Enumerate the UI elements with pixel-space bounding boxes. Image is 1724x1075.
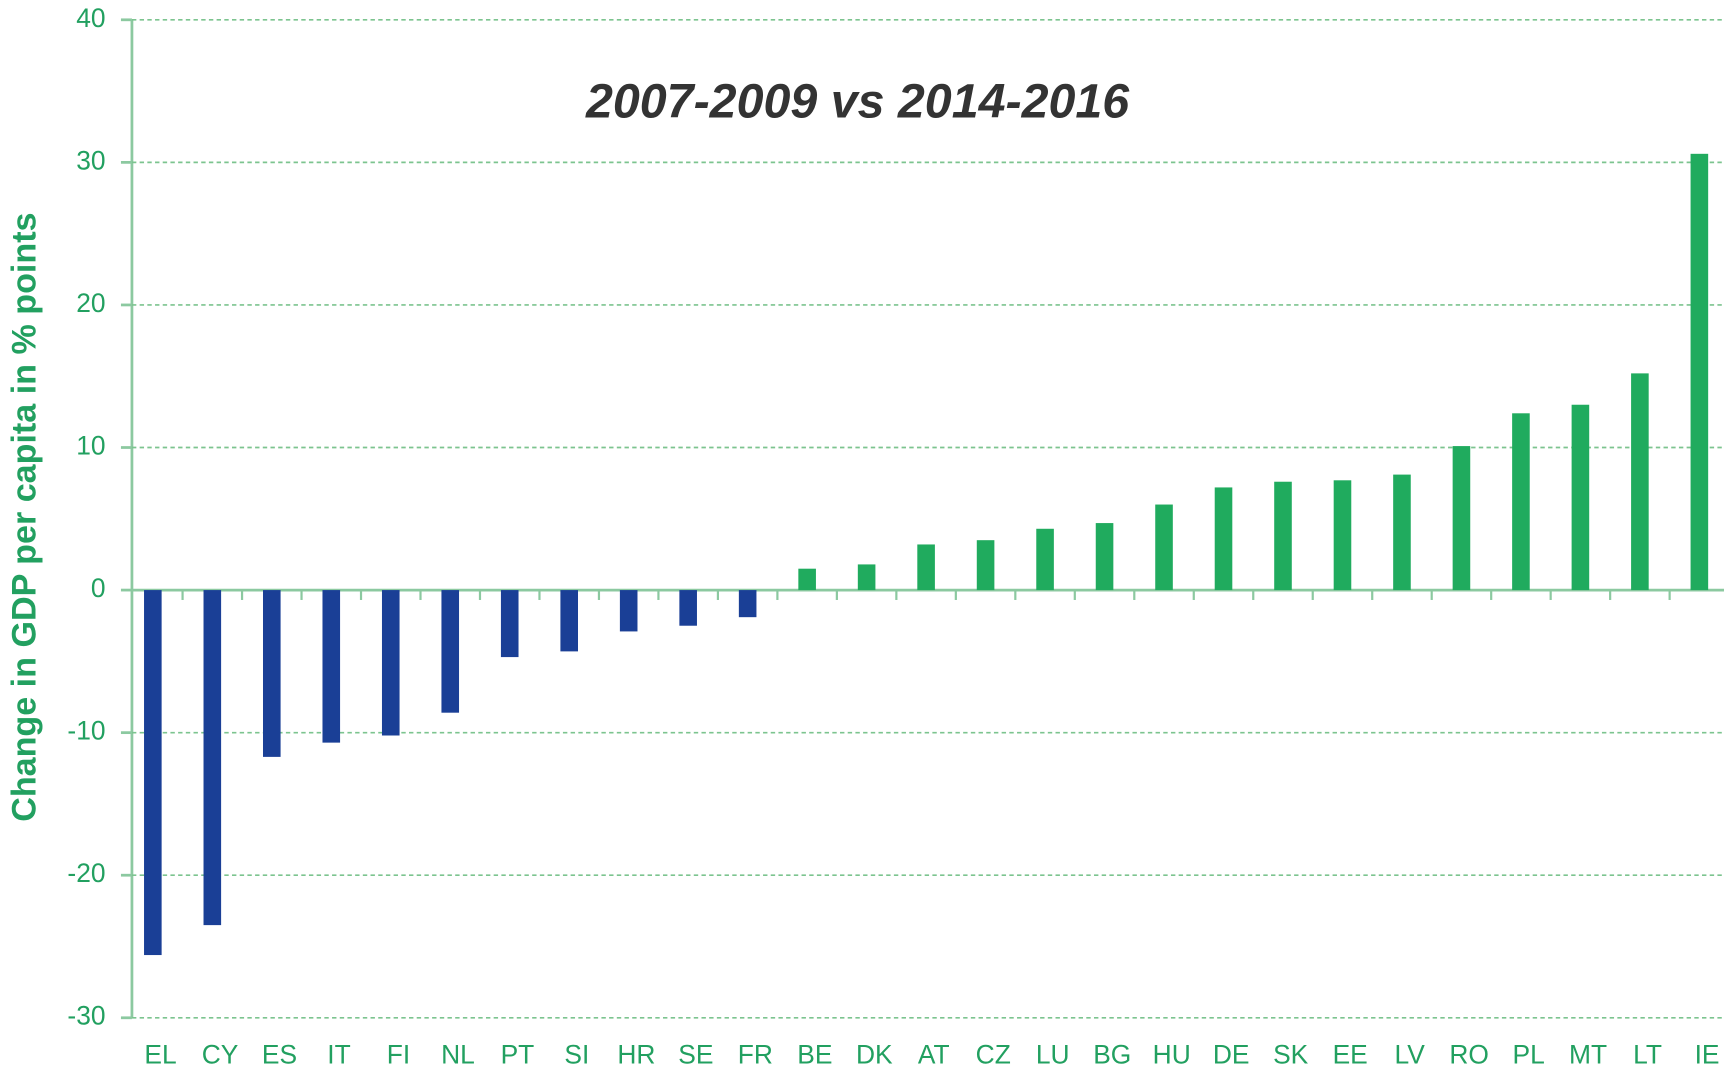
bar xyxy=(798,568,816,591)
x-tick-label: LT xyxy=(1633,1039,1662,1069)
x-tick-label: PT xyxy=(501,1039,535,1069)
y-tick-label: -10 xyxy=(67,716,105,746)
bar xyxy=(322,590,341,743)
bar xyxy=(1631,373,1649,591)
bar xyxy=(1036,528,1054,591)
bar xyxy=(917,544,935,591)
bar xyxy=(1095,523,1114,591)
x-tick-label: NL xyxy=(441,1039,475,1069)
y-tick-label: 30 xyxy=(76,145,105,175)
x-tick-label: LU xyxy=(1036,1039,1070,1069)
bar xyxy=(738,590,757,618)
y-axis-label: Change in GDP per capita in % points xyxy=(5,212,43,821)
x-tick-label: EL xyxy=(144,1039,176,1069)
bar xyxy=(976,540,995,591)
x-tick-label: BG xyxy=(1093,1039,1131,1069)
bar xyxy=(1571,404,1590,591)
x-tick-label: SI xyxy=(564,1039,589,1069)
x-tick-label: CZ xyxy=(976,1039,1011,1069)
x-tick-label: MT xyxy=(1569,1039,1607,1069)
x-tick-label: LV xyxy=(1395,1039,1426,1069)
x-tick-label: IT xyxy=(327,1039,350,1069)
y-tick-label: 0 xyxy=(91,573,106,603)
x-tick-label: HU xyxy=(1153,1039,1191,1069)
x-tick-label: FR xyxy=(738,1039,773,1069)
bar xyxy=(203,590,222,926)
chart-title: 2007-2009 vs 2014-2016 xyxy=(585,74,1130,128)
x-tick-label: FI xyxy=(387,1039,410,1069)
x-tick-label: SE xyxy=(678,1039,713,1069)
bar xyxy=(1690,153,1709,591)
x-tick-label: EE xyxy=(1333,1039,1368,1069)
x-tick-label: IE xyxy=(1695,1039,1720,1069)
y-tick-label: 10 xyxy=(76,430,105,460)
x-tick-label: BE xyxy=(797,1039,832,1069)
x-tick-label: PL xyxy=(1512,1039,1544,1069)
y-tick-label: 20 xyxy=(76,288,105,318)
x-tick-label: SK xyxy=(1273,1039,1309,1069)
bar xyxy=(500,590,519,658)
bar xyxy=(1452,446,1471,591)
x-tick-label: DK xyxy=(856,1039,893,1069)
y-tick-label: 40 xyxy=(76,3,105,33)
x-tick-label: ES xyxy=(262,1039,297,1069)
bar xyxy=(857,564,876,591)
x-tick-label: CY xyxy=(202,1039,239,1069)
bar xyxy=(144,590,162,956)
bar xyxy=(1214,487,1233,591)
bar xyxy=(679,590,697,626)
bar xyxy=(262,590,281,757)
bar xyxy=(1333,480,1352,591)
bar xyxy=(1155,504,1173,591)
bar xyxy=(1393,474,1411,591)
x-tick-label: AT xyxy=(918,1039,950,1069)
bar xyxy=(619,590,638,632)
y-tick-label: -20 xyxy=(67,858,105,888)
y-tick-label: -30 xyxy=(67,1001,105,1031)
bar xyxy=(441,590,460,713)
x-tick-label: DE xyxy=(1213,1039,1250,1069)
bar xyxy=(381,590,400,736)
bar xyxy=(1512,413,1530,591)
x-tick-label: HR xyxy=(617,1039,655,1069)
x-tick-label: RO xyxy=(1449,1039,1489,1069)
bar xyxy=(560,590,579,652)
bar xyxy=(1274,481,1292,591)
